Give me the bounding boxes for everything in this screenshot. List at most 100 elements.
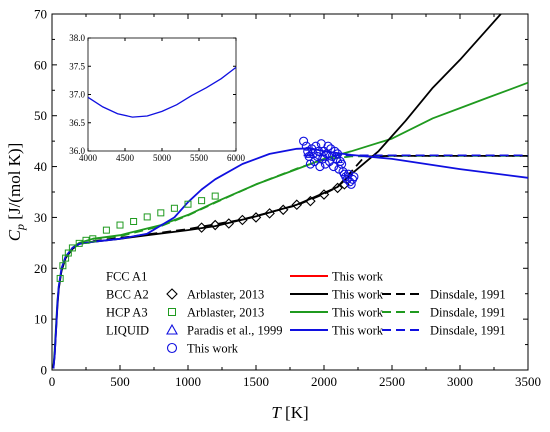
y-axis-label: Cp [J/(mol K)]	[5, 143, 27, 242]
legend-exp-label: Paradis et al., 1999	[187, 324, 282, 338]
legend-row: LIQUID Paradis et al., 1999 This work Dinsd…	[106, 324, 506, 338]
circle-marker	[323, 141, 333, 151]
diamond-marker	[250, 212, 262, 223]
legend-exp-label: Arblaster, 2013	[187, 288, 264, 302]
diamond-marker	[332, 182, 343, 194]
legend-ref-label: Dinsdale, 1991	[430, 306, 506, 320]
hcp-a3-arblaster-2013-points	[56, 192, 219, 282]
square-marker	[56, 274, 64, 282]
legend-diamond-marker	[166, 288, 178, 300]
square-marker	[130, 217, 138, 225]
square-marker	[211, 192, 219, 200]
y-tick-label: 60	[34, 57, 47, 72]
y-tick-label: 10	[34, 312, 47, 327]
inset-liquid-line	[87, 66, 237, 118]
bcc-a2-arblaster-2013-points	[196, 179, 350, 233]
y-axis-symbol: C	[5, 229, 24, 241]
inset-y-tick-label: 37.5	[69, 61, 85, 71]
legend-circle-marker	[166, 342, 178, 354]
circle-marker	[311, 141, 321, 151]
y-tick-label: 40	[34, 159, 47, 174]
x-axis-label: T [K]	[271, 403, 308, 422]
square-marker	[157, 209, 165, 217]
y-tick-label: 30	[34, 210, 47, 225]
legend-exp-label: This work	[187, 342, 239, 356]
y-axis-subscript: p	[13, 224, 27, 231]
x-tick-label: 0	[49, 374, 56, 389]
inset-y-tick-label: 37.0	[69, 90, 85, 100]
square-marker	[143, 213, 151, 221]
legend-ref-label: Dinsdale, 1991	[430, 324, 506, 338]
square-marker	[75, 239, 83, 247]
diamond-marker	[209, 219, 221, 231]
x-tick-label: 3500	[515, 374, 541, 389]
y-tick-label: 20	[34, 261, 47, 276]
legend-ref-label: Dinsdale, 1991	[430, 288, 506, 302]
legend-row: BCC A2 Arblaster, 2013 This work Dinsdale, …	[106, 288, 506, 302]
legend-square-marker	[168, 308, 176, 316]
circle-marker	[309, 156, 320, 167]
square-marker	[64, 249, 72, 257]
diamond-marker	[291, 199, 303, 210]
legend-row: This work	[166, 342, 239, 356]
square-marker	[102, 226, 110, 234]
y-axis: 0 10 20 30 40 50 60 70	[34, 7, 528, 378]
inset-frame	[87, 37, 237, 152]
legend-phase-label: LIQUID	[106, 324, 149, 338]
x-tick-label: 2500	[379, 374, 405, 389]
inset-y-tick-label: 36.5	[69, 118, 85, 128]
inset-y-tick-label: 36.0	[69, 146, 85, 156]
diamond-marker	[237, 214, 248, 226]
bcc-a2-dinsdale-1991-line	[92, 155, 528, 243]
y-tick-label: 50	[34, 108, 47, 123]
inset-x-tick-label: 4000	[79, 153, 98, 163]
plot-area	[52, 14, 528, 369]
liquid-this-work-points	[299, 136, 359, 189]
square-marker	[198, 197, 206, 205]
diamond-marker	[318, 189, 330, 200]
circle-marker	[312, 151, 322, 161]
circle-marker	[299, 136, 309, 146]
legend-row: HCP A3 Arblaster, 2013 This work Dinsdale, …	[106, 306, 506, 320]
legend-model-label: This work	[332, 288, 384, 302]
y-tick-label: 70	[34, 7, 47, 22]
legend-phase-label: HCP A3	[106, 306, 148, 320]
legend-exp-label: Arblaster, 2013	[187, 306, 264, 320]
inset-x-tick-label: 4500	[116, 153, 135, 163]
square-marker	[68, 244, 76, 252]
diamond-marker	[196, 222, 207, 233]
x-tick-label: 1000	[175, 374, 201, 389]
square-marker	[116, 221, 124, 229]
inset-x-tick-label: 5000	[153, 153, 172, 163]
square-marker	[170, 204, 178, 212]
x-tick-label: 3000	[447, 374, 473, 389]
diamond-marker	[277, 204, 289, 216]
x-tick-label: 1500	[243, 374, 269, 389]
x-tick-label: 500	[110, 374, 130, 389]
circle-marker	[349, 172, 359, 182]
square-marker	[89, 235, 97, 243]
inset-y-tick-label: 38.0	[69, 33, 85, 43]
inset-x-tick-label: 6000	[227, 153, 246, 163]
legend-row: FCC A1 This work	[106, 270, 384, 284]
square-marker	[184, 200, 192, 208]
inset-chart: 4000 4500 5000 5500 6000 36.0 36.5 37.0 37.5 38.0	[69, 33, 245, 163]
legend-phase-label: FCC A1	[106, 270, 147, 284]
x-axis-unit: [K]	[281, 403, 309, 422]
legend-phase-label: BCC A2	[106, 288, 149, 302]
y-tick-label: 0	[41, 363, 48, 378]
diamond-marker	[223, 218, 235, 229]
legend-model-label: This work	[332, 306, 384, 320]
circle-marker	[301, 141, 311, 151]
inset-x-tick-label: 5500	[190, 153, 209, 163]
x-axis: 0 500 1000 1500 2000 2500 3000 3500	[49, 14, 541, 389]
legend-triangle-marker	[166, 323, 178, 335]
legend-model-label: This work	[332, 324, 384, 338]
diamond-marker	[264, 208, 275, 219]
square-marker	[59, 262, 67, 270]
x-tick-label: 2000	[311, 374, 337, 389]
legend: FCC A1 This work BCC A2 Arblaster, 2013 This…	[106, 270, 506, 356]
x-axis-symbol: T	[271, 403, 282, 422]
square-marker	[82, 236, 90, 244]
